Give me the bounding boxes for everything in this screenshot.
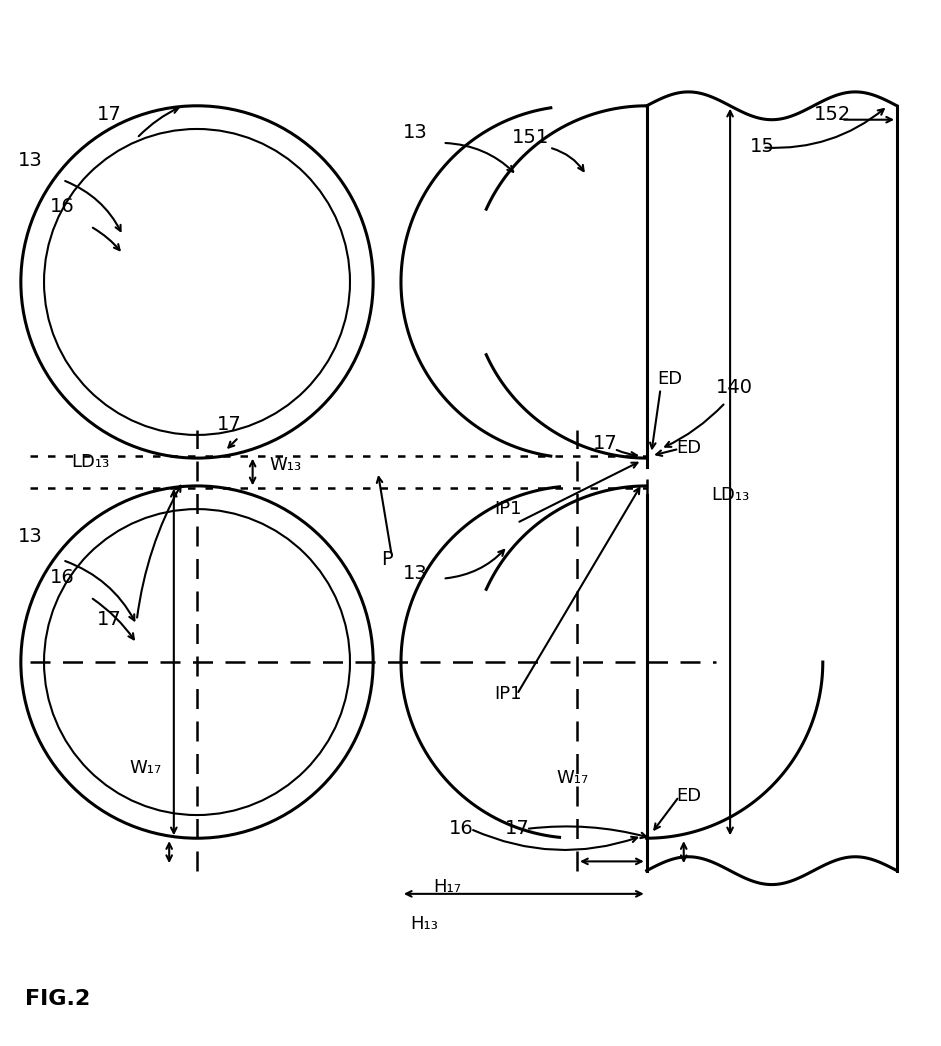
Text: 13: 13: [403, 123, 427, 142]
Text: W₁₃: W₁₃: [269, 456, 301, 474]
Text: P: P: [381, 550, 393, 569]
Text: ED: ED: [676, 788, 701, 805]
Text: 17: 17: [593, 434, 617, 453]
Text: ED: ED: [657, 370, 682, 388]
Text: W₁₇: W₁₇: [556, 769, 589, 787]
Text: 13: 13: [18, 526, 42, 546]
Text: LD₁₃: LD₁₃: [711, 485, 749, 504]
Text: IP1: IP1: [494, 500, 521, 518]
Text: 17: 17: [217, 415, 242, 434]
Text: 152: 152: [813, 105, 851, 123]
Text: 17: 17: [97, 610, 121, 629]
Text: 17: 17: [504, 819, 529, 838]
Text: 151: 151: [512, 128, 550, 146]
Text: FIG.2: FIG.2: [25, 990, 90, 1009]
Text: H₁₇: H₁₇: [433, 878, 461, 895]
Text: 13: 13: [18, 151, 42, 170]
Text: IP1: IP1: [494, 685, 521, 703]
Text: 16: 16: [50, 568, 75, 587]
Text: 13: 13: [403, 564, 427, 583]
Text: 16: 16: [449, 819, 473, 838]
Text: 140: 140: [716, 379, 753, 397]
Text: ED: ED: [676, 439, 701, 457]
Text: LD₁₃: LD₁₃: [72, 453, 109, 472]
Text: 16: 16: [50, 198, 75, 217]
Text: 17: 17: [97, 105, 121, 123]
Text: W₁₇: W₁₇: [130, 759, 162, 777]
Text: H₁₃: H₁₃: [410, 914, 439, 933]
Text: 15: 15: [750, 137, 775, 156]
